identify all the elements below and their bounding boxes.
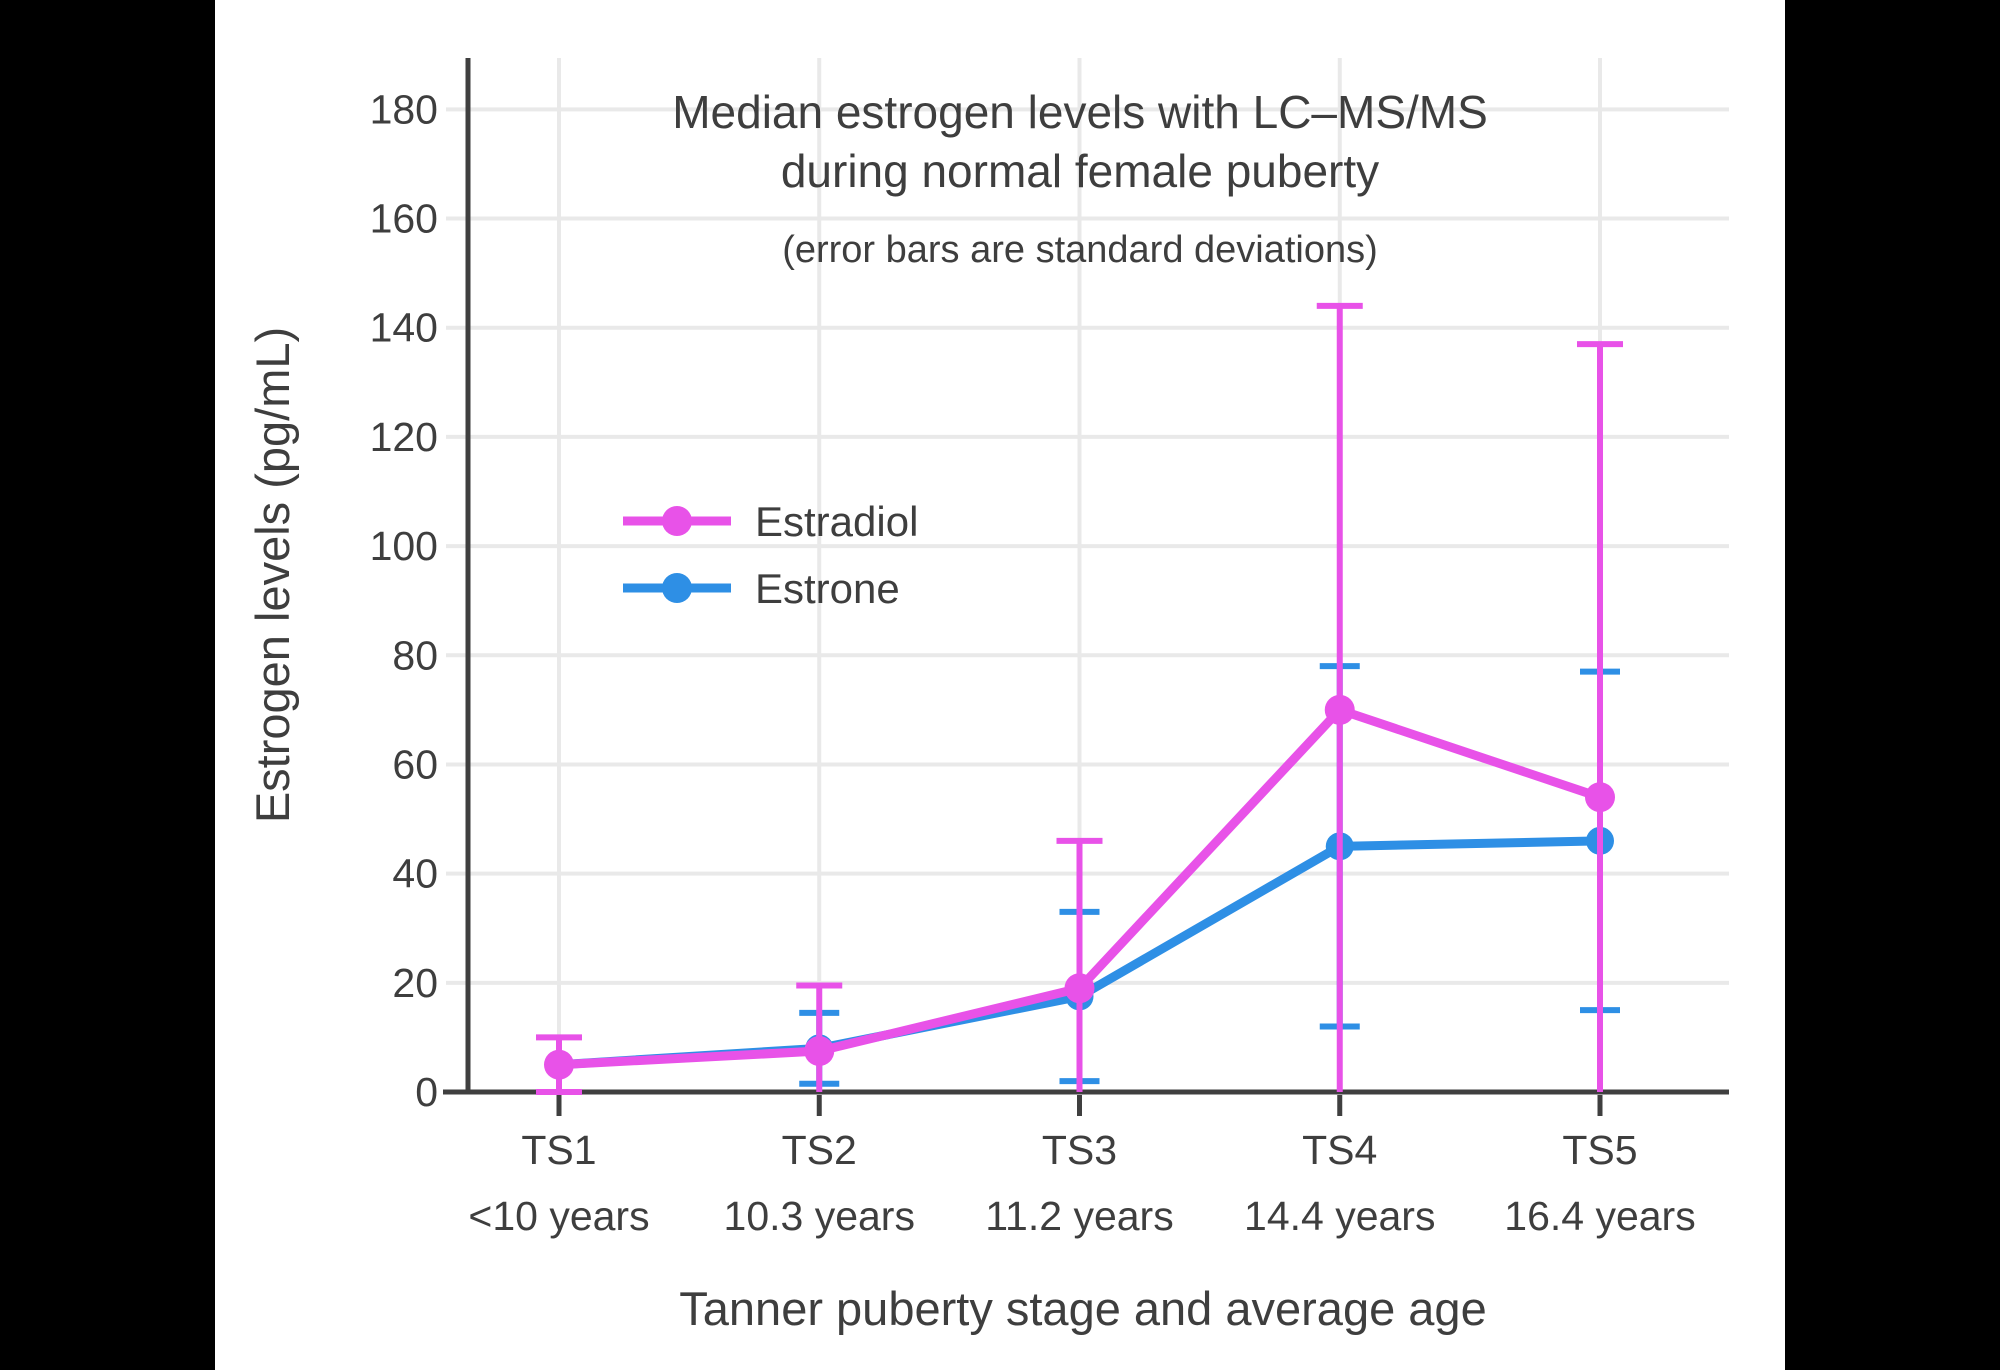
y-tick-label-60: 60 (392, 741, 438, 787)
marker-estradiol-ts2 (804, 1036, 835, 1067)
chart-title-line2: during normal female puberty (781, 145, 1379, 197)
x-age-label-ts5: 16.4 years (1504, 1193, 1695, 1239)
y-tick-label-40: 40 (392, 851, 438, 897)
y-tick-label-180: 180 (370, 86, 438, 132)
y-axis-title: Estrogen levels (pg/mL) (246, 327, 299, 823)
y-tick-label-20: 20 (392, 960, 438, 1006)
legend-marker-estradiol (662, 506, 692, 536)
y-tick-label-100: 100 (370, 523, 438, 569)
y-tick-label-120: 120 (370, 414, 438, 460)
legend: Estradiol Estrone (623, 498, 918, 612)
legend-marker-estrone (662, 573, 692, 603)
marker-estradiol-ts4 (1324, 694, 1355, 725)
chart-subtitle: (error bars are standard deviations) (782, 229, 1378, 271)
y-tick-label-0: 0 (415, 1069, 438, 1115)
legend-item-estrone: Estrone (623, 565, 900, 612)
legend-label-estrone: Estrone (755, 565, 900, 612)
chart-title-line1: Median estrogen levels with LC–MS/MS (672, 86, 1488, 138)
y-tick-label-160: 160 (370, 196, 438, 242)
x-stage-label-ts2: TS2 (782, 1127, 857, 1173)
legend-item-estradiol: Estradiol (623, 498, 918, 545)
series-layer (536, 302, 1623, 1095)
x-axis-title: Tanner puberty stage and average age (679, 1282, 1486, 1335)
legend-label-estradiol: Estradiol (755, 498, 918, 545)
x-stage-label-ts5: TS5 (1562, 1127, 1637, 1173)
series-estradiol (536, 302, 1623, 1095)
x-age-label-ts2: 10.3 years (724, 1193, 915, 1239)
marker-estradiol-ts5 (1585, 782, 1615, 813)
x-age-label-ts3: 11.2 years (985, 1193, 1173, 1239)
axes-layer (443, 58, 1729, 1116)
y-tick-label-140: 140 (370, 305, 438, 351)
chart-panel (215, 0, 1785, 1370)
marker-estradiol-ts1 (544, 1049, 574, 1080)
x-age-label-ts1: <10 years (468, 1193, 649, 1239)
x-stage-label-ts4: TS4 (1302, 1127, 1377, 1173)
tick-labels-layer: 0 20 40 60 80 100 120 140 160 180 TS1 <10 years TS2 1… (370, 86, 1696, 1239)
x-stage-label-ts1: TS1 (521, 1127, 596, 1173)
y-tick-label-80: 80 (392, 632, 438, 678)
x-age-label-ts4: 14.4 years (1244, 1193, 1435, 1239)
x-stage-label-ts3: TS3 (1042, 1127, 1117, 1173)
marker-estradiol-ts3 (1064, 973, 1095, 1004)
